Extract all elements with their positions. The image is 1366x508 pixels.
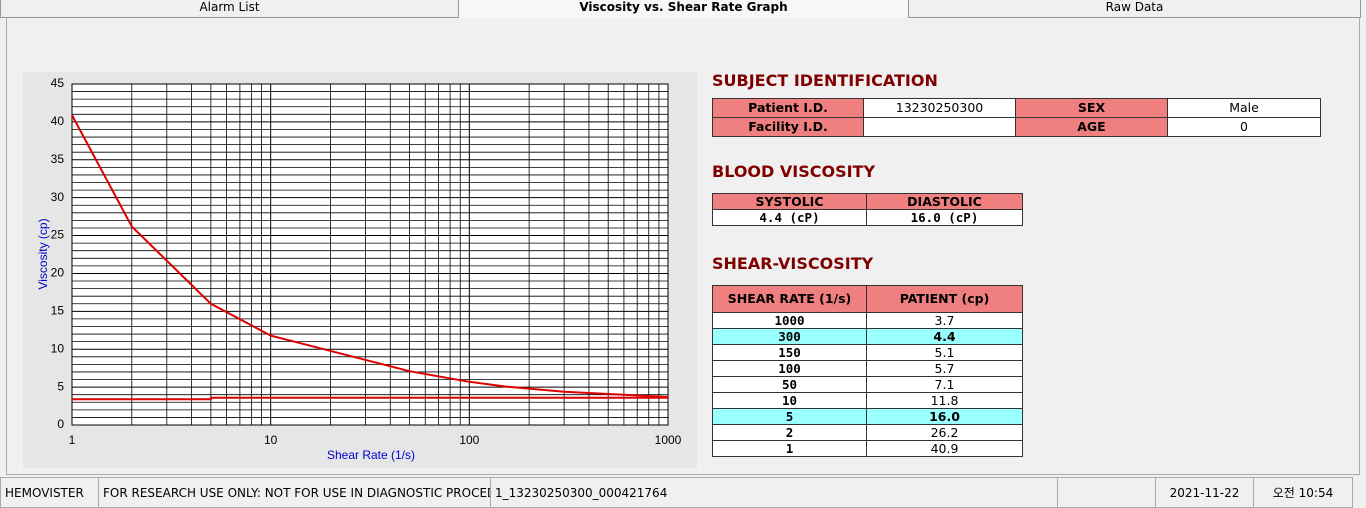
table-cell: 1000 <box>712 312 867 329</box>
field-label: Patient I.D. <box>712 98 864 118</box>
table-cell: 7.1 <box>866 376 1023 393</box>
table-cell: 5 <box>712 408 867 425</box>
table-cell: 16.0 (cP) <box>866 209 1023 226</box>
data-line <box>72 396 668 401</box>
plot-area <box>72 84 668 425</box>
field-label: SEX <box>1015 98 1168 118</box>
table-cell: 300 <box>712 328 867 345</box>
table-header: SHEAR RATE (1/s) <box>712 285 867 313</box>
table-cell: 1 <box>712 440 867 457</box>
y-tick-label: 15 <box>51 304 65 318</box>
field-label: AGE <box>1015 117 1168 137</box>
y-tick-label: 20 <box>51 266 65 280</box>
field-value: 13230250300 <box>863 98 1016 118</box>
status-cell <box>1057 477 1156 508</box>
field-value: Male <box>1167 98 1321 118</box>
section-title: BLOOD VISCOSITY <box>712 162 876 181</box>
table-cell: 4.4 <box>866 328 1023 345</box>
plot-border <box>71 83 669 426</box>
table-cell: 5.7 <box>866 360 1023 377</box>
y-tick-label: 45 <box>51 76 65 90</box>
table-cell: 26.2 <box>866 424 1023 441</box>
status-cell: HEMOVISTER <box>0 477 99 508</box>
table-header: PATIENT (cp) <box>866 285 1023 313</box>
y-tick-label: 35 <box>51 152 65 166</box>
table-cell: 100 <box>712 360 867 377</box>
table-cell: 150 <box>712 344 867 361</box>
tab[interactable]: Raw Data <box>908 0 1361 18</box>
tab[interactable]: Alarm List <box>0 0 459 18</box>
field-label: Facility I.D. <box>712 117 864 137</box>
table-cell: 4.4 (cP) <box>712 209 867 226</box>
section-title: SUBJECT IDENTIFICATION <box>712 71 938 90</box>
table-cell: 40.9 <box>866 440 1023 457</box>
y-tick-label: 30 <box>51 190 65 204</box>
table-cell: 50 <box>712 376 867 393</box>
chart: Shear Rate (1/s) Viscosity (cp) 0 5 10 15 20… <box>23 72 697 468</box>
tab-panel <box>6 17 1360 475</box>
x-tick-label: 100 <box>459 433 479 447</box>
table-cell: 10 <box>712 392 867 409</box>
table-header: DIASTOLIC <box>866 193 1023 210</box>
table-cell: 16.0 <box>866 408 1023 425</box>
x-tick-label: 1 <box>69 433 76 447</box>
y-tick-label: 10 <box>51 341 65 355</box>
field-value <box>863 117 1016 137</box>
field-value: 0 <box>1167 117 1321 137</box>
status-cell: 2021-11-22 <box>1155 477 1254 508</box>
x-tick-label: 1000 <box>655 433 682 447</box>
status-cell: FOR RESEARCH USE ONLY: NOT FOR USE IN DI… <box>98 477 491 508</box>
data-line <box>71 114 669 398</box>
section-title: SHEAR-VISCOSITY <box>712 254 874 273</box>
table-cell: 2 <box>712 424 867 441</box>
table-header: SYSTOLIC <box>712 193 867 210</box>
y-tick-label: 40 <box>51 114 65 128</box>
y-tick-label: 5 <box>57 379 64 393</box>
y-axis-label: Viscosity (cp) <box>36 218 50 289</box>
status-cell: 1_13230250300_000421764 <box>490 477 1058 508</box>
status-cell: 오전 10:54 <box>1253 477 1353 508</box>
x-tick-label: 10 <box>264 433 278 447</box>
table-cell: 5.1 <box>866 344 1023 361</box>
tab[interactable]: Viscosity vs. Shear Rate Graph <box>458 0 909 18</box>
table-cell: 11.8 <box>866 392 1023 409</box>
y-tick-label: 0 <box>57 417 64 431</box>
x-axis-label: Shear Rate (1/s) <box>327 448 415 462</box>
table-cell: 3.7 <box>866 312 1023 329</box>
y-tick-label: 25 <box>51 228 65 242</box>
